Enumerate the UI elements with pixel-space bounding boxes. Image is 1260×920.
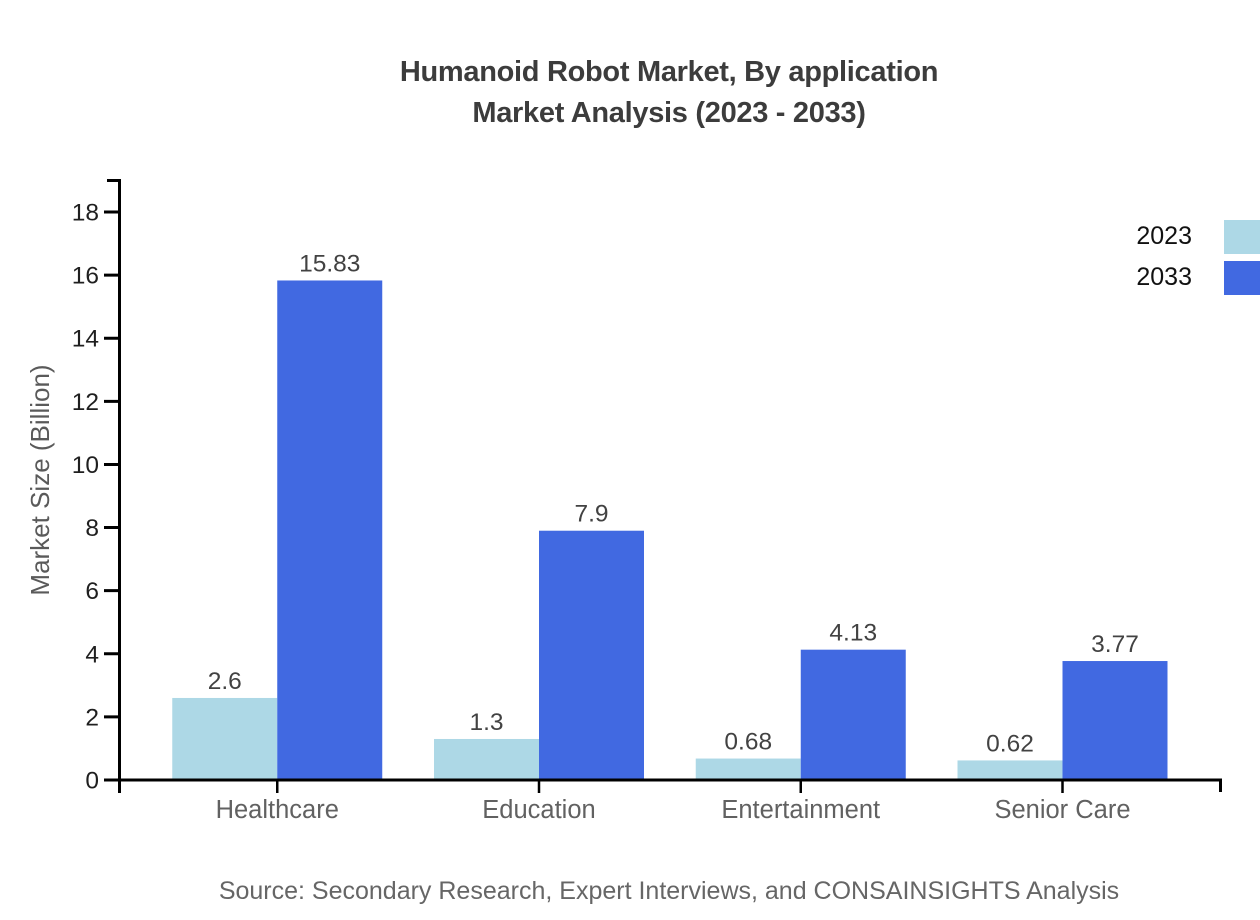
y-tick-label-6: 6 (85, 578, 99, 605)
chart-title-line2: Market Analysis (2023 - 2033) (472, 97, 866, 129)
legend-label-2033: 2033 (1136, 263, 1192, 291)
y-tick-label-12: 12 (72, 389, 99, 416)
value-label-2033-education: 7.9 (574, 501, 608, 528)
x-category-label-education: Education (482, 796, 595, 824)
legend-label-2023: 2023 (1136, 222, 1192, 250)
bar-2023-entertainment (695, 758, 801, 780)
y-tick-label-18: 18 (72, 200, 99, 227)
y-tick-label-8: 8 (85, 515, 99, 542)
source-attribution: Source: Secondary Research, Expert Inter… (218, 877, 1120, 905)
y-tick-label-10: 10 (72, 452, 99, 479)
bar-2033-senior-care (1062, 661, 1168, 780)
bar-2023-senior-care (957, 760, 1063, 780)
y-tick-label-4: 4 (85, 641, 99, 668)
legend-item-2033: 2033 (1000, 260, 1260, 301)
legend-item-2023: 2023 (1000, 219, 1260, 260)
chart-title-line1: Humanoid Robot Market, By application (399, 56, 939, 88)
value-label-2033-entertainment: 4.13 (829, 620, 877, 647)
value-label-2033-senior-care: 3.77 (1091, 631, 1139, 658)
x-category-label-healthcare: Healthcare (216, 796, 339, 824)
bar-2033-entertainment (800, 649, 906, 780)
y-tick-label-14: 14 (72, 326, 99, 353)
value-label-2023-healthcare: 2.6 (208, 668, 242, 695)
value-label-2023-entertainment: 0.68 (724, 729, 772, 756)
legend: 2023 2033 (1000, 219, 1260, 301)
legend-swatch-2023 (1224, 220, 1260, 254)
y-axis-title: Market Size (Billion) (25, 364, 55, 596)
bar-2033-education (539, 530, 644, 780)
chart-title: Humanoid Robot Market, By application Ma… (116, 52, 1222, 134)
x-category-label-senior-care: Senior Care (994, 796, 1130, 824)
y-tick-label-0: 0 (85, 768, 99, 795)
y-tick-label-2: 2 (85, 704, 99, 731)
x-category-label-entertainment: Entertainment (721, 796, 880, 824)
legend-swatch-2033 (1224, 261, 1260, 295)
value-label-2023-education: 1.3 (469, 709, 503, 736)
y-tick-label-16: 16 (72, 263, 99, 290)
bar-2023-healthcare (172, 697, 278, 780)
bar-2023-education (434, 738, 539, 780)
value-label-2033-healthcare: 15.83 (299, 250, 360, 277)
value-label-2023-senior-care: 0.62 (986, 730, 1034, 757)
bar-2033-healthcare (277, 280, 383, 780)
